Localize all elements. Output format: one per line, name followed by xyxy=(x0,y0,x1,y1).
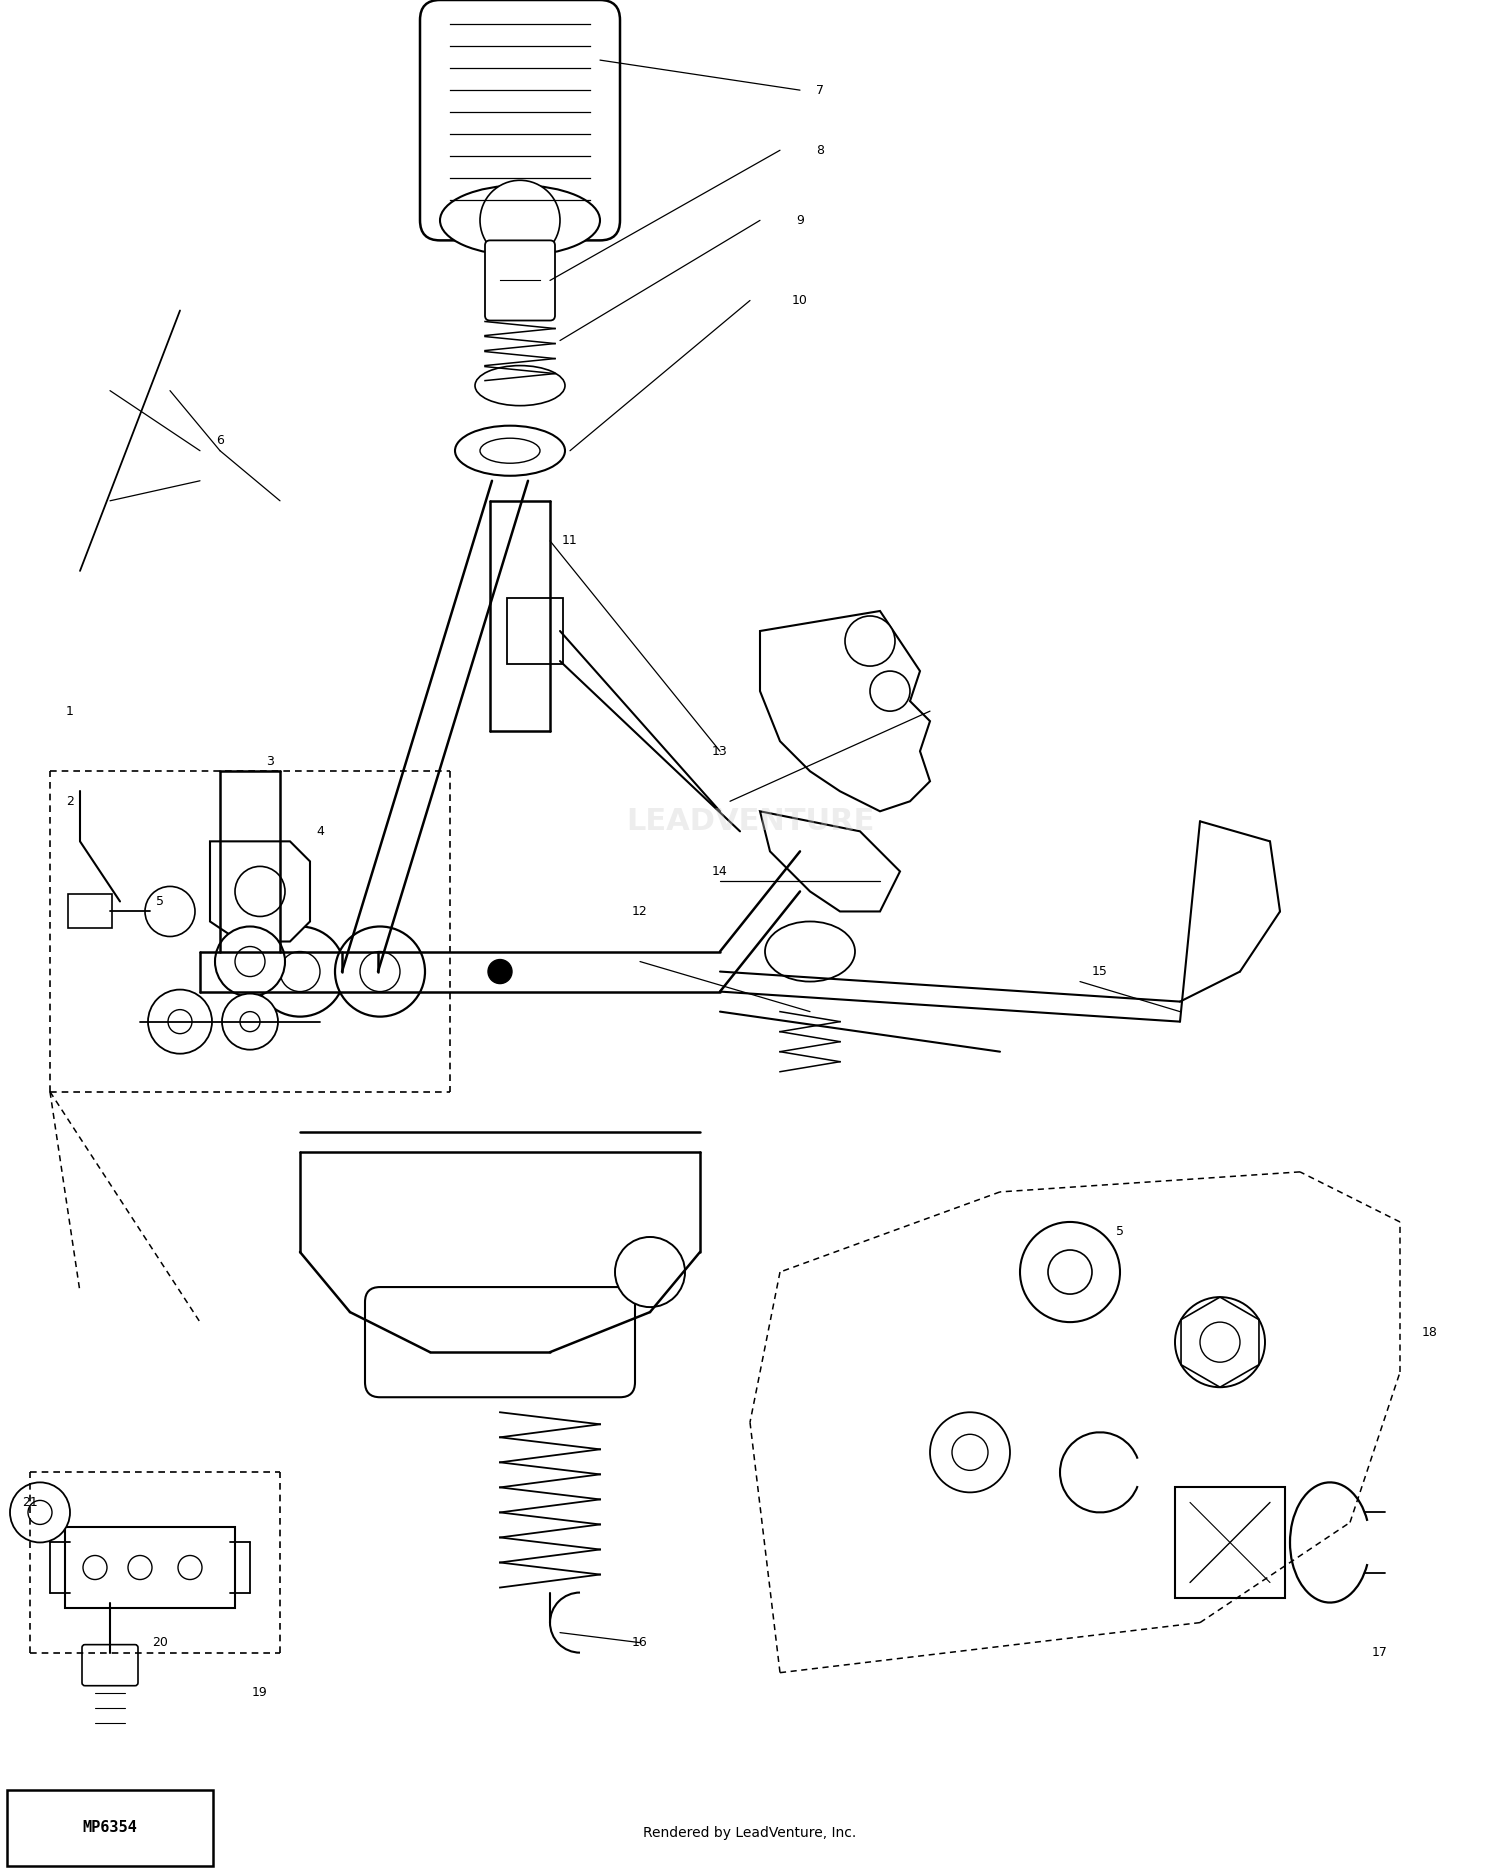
Text: 11: 11 xyxy=(562,534,578,547)
Circle shape xyxy=(240,1011,260,1032)
Ellipse shape xyxy=(454,425,566,476)
FancyBboxPatch shape xyxy=(8,1791,213,1866)
Text: 1: 1 xyxy=(66,704,74,717)
Circle shape xyxy=(148,989,211,1054)
Circle shape xyxy=(280,951,320,991)
Circle shape xyxy=(844,616,895,667)
Circle shape xyxy=(178,1555,203,1579)
Circle shape xyxy=(360,951,401,991)
Circle shape xyxy=(488,959,512,983)
Circle shape xyxy=(1048,1249,1092,1294)
Ellipse shape xyxy=(765,922,855,981)
Ellipse shape xyxy=(476,365,566,406)
Circle shape xyxy=(214,927,285,996)
Text: 6: 6 xyxy=(216,435,223,448)
Text: 18: 18 xyxy=(1422,1326,1438,1339)
FancyBboxPatch shape xyxy=(82,1644,138,1686)
Circle shape xyxy=(236,867,285,916)
Polygon shape xyxy=(760,611,930,811)
Circle shape xyxy=(128,1555,152,1579)
Text: 8: 8 xyxy=(816,144,824,157)
Polygon shape xyxy=(210,841,310,942)
Text: 5: 5 xyxy=(1116,1225,1124,1238)
Circle shape xyxy=(82,1555,106,1579)
FancyBboxPatch shape xyxy=(420,0,620,240)
Text: 17: 17 xyxy=(1372,1646,1388,1659)
Text: 5: 5 xyxy=(156,895,164,908)
Circle shape xyxy=(1174,1298,1264,1388)
Text: 15: 15 xyxy=(1092,965,1108,978)
Text: 13: 13 xyxy=(712,745,728,759)
Text: 7: 7 xyxy=(816,84,824,97)
Text: 10: 10 xyxy=(792,294,808,307)
FancyBboxPatch shape xyxy=(1174,1487,1286,1598)
Ellipse shape xyxy=(440,185,600,255)
Circle shape xyxy=(952,1435,988,1470)
Circle shape xyxy=(255,927,345,1017)
FancyBboxPatch shape xyxy=(68,895,112,929)
Circle shape xyxy=(146,886,195,936)
Circle shape xyxy=(10,1482,70,1543)
Text: MP6354: MP6354 xyxy=(82,1821,138,1836)
Circle shape xyxy=(870,671,910,712)
Text: 9: 9 xyxy=(796,214,804,227)
Text: 14: 14 xyxy=(712,865,728,878)
Text: 21: 21 xyxy=(22,1497,38,1510)
Text: 12: 12 xyxy=(632,905,648,918)
FancyBboxPatch shape xyxy=(64,1528,236,1607)
Circle shape xyxy=(222,993,278,1049)
Text: 4: 4 xyxy=(316,824,324,837)
Text: 3: 3 xyxy=(266,755,274,768)
Circle shape xyxy=(1200,1322,1240,1362)
Text: 2: 2 xyxy=(66,794,74,807)
FancyBboxPatch shape xyxy=(364,1287,634,1397)
Circle shape xyxy=(168,1010,192,1034)
Text: 19: 19 xyxy=(252,1686,268,1699)
Text: LEADVENTURE: LEADVENTURE xyxy=(626,807,874,835)
Circle shape xyxy=(615,1236,686,1307)
Circle shape xyxy=(28,1500,53,1525)
Polygon shape xyxy=(760,811,900,912)
Circle shape xyxy=(930,1412,1010,1493)
Circle shape xyxy=(334,927,424,1017)
Circle shape xyxy=(1020,1221,1120,1322)
Circle shape xyxy=(480,180,560,260)
FancyBboxPatch shape xyxy=(507,597,562,665)
Circle shape xyxy=(236,946,266,976)
Text: Rendered by LeadVenture, Inc.: Rendered by LeadVenture, Inc. xyxy=(644,1826,856,1839)
Text: 16: 16 xyxy=(632,1637,648,1648)
FancyBboxPatch shape xyxy=(484,240,555,320)
Text: 20: 20 xyxy=(152,1637,168,1648)
Ellipse shape xyxy=(480,438,540,463)
